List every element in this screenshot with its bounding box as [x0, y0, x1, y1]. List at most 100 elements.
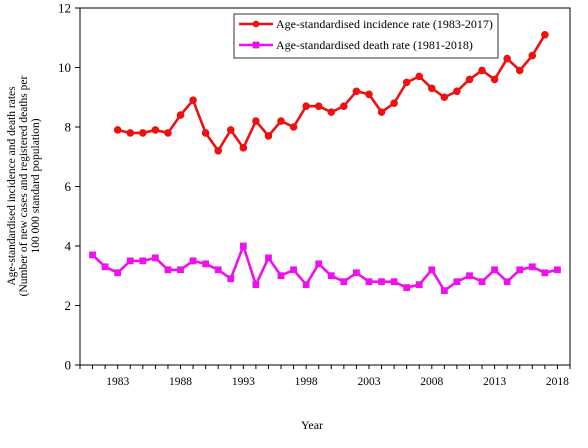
data-point [427, 84, 436, 93]
x-axis-ticks: 1983 1988 1993 1998 2003 2008 2013 2018 [79, 365, 571, 388]
data-point [541, 30, 549, 39]
series-line [91, 244, 558, 292]
data-point [541, 269, 549, 277]
y-axis-title: Age-standardised incidence and death rat… [6, 76, 42, 297]
data-point [227, 275, 235, 283]
legend: Age-standardised incidence rate (1983-20… [233, 13, 499, 59]
data-point [377, 108, 386, 116]
data-point [264, 132, 273, 140]
data-point [189, 257, 197, 265]
data-point [239, 242, 247, 250]
data-point [340, 102, 348, 110]
data-point [89, 251, 96, 259]
data-point [440, 93, 449, 102]
y-axis-title-line-3: 100 000 standard population) [30, 118, 42, 253]
data-point [390, 99, 398, 107]
data-point [302, 281, 310, 289]
data-point [465, 75, 474, 84]
y-tick-label: 10 [58, 60, 71, 75]
y-tick-label: 12 [58, 1, 71, 16]
data-point [214, 266, 222, 274]
x-tick-label: 2008 [420, 376, 443, 388]
data-point [126, 257, 134, 265]
data-point [202, 260, 210, 268]
data-point [176, 111, 185, 119]
data-point [453, 278, 461, 286]
data-point [151, 254, 159, 262]
data-point [365, 278, 373, 286]
data-point [277, 272, 285, 280]
data-point [289, 123, 298, 131]
data-point [528, 263, 536, 271]
series-1 [113, 30, 549, 155]
legend-label: Age-standardised death rate (1981-2018) [276, 38, 473, 52]
data-point [528, 51, 537, 60]
data-point [353, 269, 360, 277]
data-point [503, 54, 511, 63]
data-point [516, 266, 524, 274]
data-point [277, 117, 285, 125]
data-point [113, 126, 122, 134]
data-point [403, 284, 411, 292]
data-point [189, 96, 197, 105]
data-point [453, 87, 461, 96]
y-tick-label: 8 [65, 120, 72, 135]
legend-swatch-marker [252, 41, 260, 49]
data-point [239, 144, 248, 152]
y-axis-ticks: 0 2 4 6 8 10 12 [58, 1, 80, 373]
data-point [491, 266, 499, 274]
series-layer [89, 30, 561, 295]
legend-item-2: Age-standardised death rate (1981-2018) [239, 38, 473, 52]
plot-area-frame [79, 7, 571, 366]
data-point [265, 254, 272, 262]
x-axis-title: Year [301, 418, 323, 432]
data-point [390, 278, 398, 286]
data-point [315, 260, 323, 268]
legend-items: Age-standardised incidence rate (1983-20… [239, 17, 493, 52]
y-axis-title-line-2: (Number of new cases and registered deat… [18, 76, 30, 297]
legend-swatch-marker [252, 20, 260, 28]
data-point [478, 66, 486, 75]
x-tick-label: 2003 [357, 376, 380, 388]
data-point [378, 278, 385, 286]
data-point [164, 129, 172, 137]
x-tick-label: 1988 [169, 376, 192, 388]
data-point [252, 117, 260, 125]
data-point [503, 278, 511, 286]
y-tick-label: 4 [65, 239, 72, 254]
x-tick-label: 1993 [232, 376, 255, 388]
y-axis-title-line-1: Age-standardised incidence and death rat… [6, 86, 18, 286]
y-tick-label: 2 [65, 298, 72, 313]
series-2 [89, 242, 561, 295]
data-point [139, 257, 147, 265]
y-tick-label: 0 [65, 358, 72, 373]
data-point [139, 129, 147, 137]
data-point [314, 102, 323, 110]
data-point [101, 263, 109, 271]
data-point [114, 269, 122, 277]
data-point [226, 126, 235, 134]
data-point [164, 266, 172, 274]
x-tick-label: 2013 [483, 376, 506, 388]
data-point [478, 278, 486, 286]
legend-item-1: Age-standardised incidence rate (1983-20… [239, 17, 493, 31]
data-point [302, 102, 310, 110]
x-tick-label: 1998 [295, 376, 318, 388]
data-point [214, 147, 223, 155]
legend-label: Age-standardised incidence rate (1983-20… [276, 17, 493, 31]
data-point [290, 266, 297, 274]
data-point [252, 281, 260, 289]
data-point [327, 108, 336, 116]
data-point [365, 90, 373, 99]
data-point [352, 87, 361, 96]
data-point [126, 129, 135, 137]
data-point [515, 66, 524, 75]
data-point [490, 75, 499, 84]
data-point [201, 129, 210, 137]
x-tick-label: 2018 [546, 376, 569, 388]
data-point [402, 78, 411, 87]
data-point [466, 272, 473, 280]
data-point [177, 266, 184, 274]
